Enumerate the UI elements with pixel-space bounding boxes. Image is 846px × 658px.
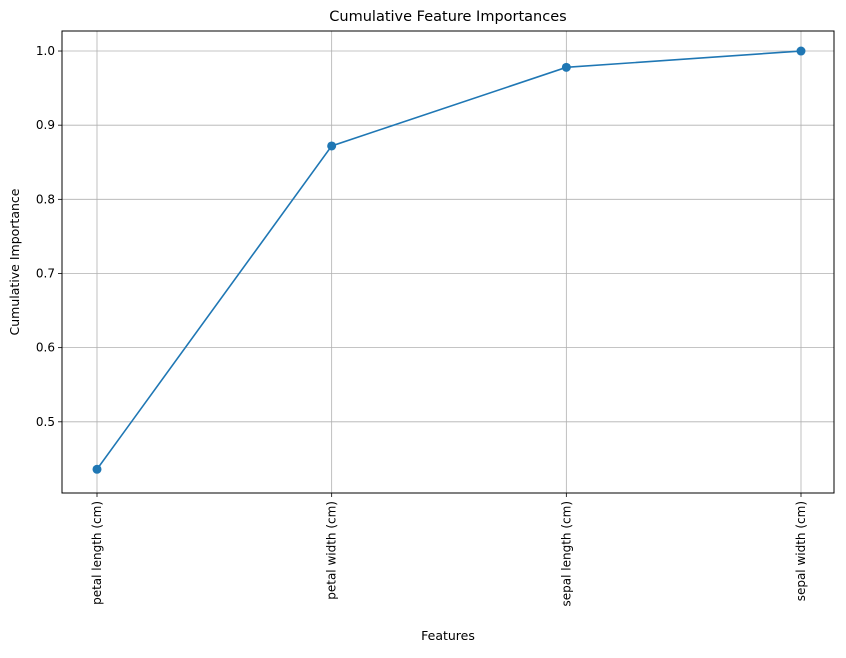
x-tick-label: petal width (cm): [325, 501, 339, 600]
y-tick-label: 0.9: [36, 118, 55, 132]
series-line: [96, 50, 802, 470]
y-tick-label: 0.8: [36, 192, 55, 206]
y-tick-label: 1.0: [36, 44, 55, 58]
data-point: [92, 464, 102, 474]
series: [92, 46, 806, 474]
x-tick-label: petal length (cm): [90, 501, 104, 605]
data-point: [561, 62, 571, 72]
x-axis-label: Features: [421, 628, 475, 643]
data-point: [327, 141, 337, 151]
chart-title: Cumulative Feature Importances: [329, 9, 566, 25]
y-tick-label: 0.6: [36, 341, 55, 355]
x-tick-label: sepal length (cm): [559, 501, 573, 606]
y-tick-label: 0.5: [36, 415, 55, 429]
plot-frame: [61, 30, 835, 494]
x-tick-label: sepal width (cm): [794, 501, 808, 601]
grid: [62, 31, 834, 493]
ticks: petal length (cm) petal width (cm) sepal l…: [36, 44, 808, 606]
data-point: [796, 46, 806, 56]
y-axis-label: Cumulative Importance: [7, 188, 22, 335]
y-tick-label: 0.7: [36, 266, 55, 280]
